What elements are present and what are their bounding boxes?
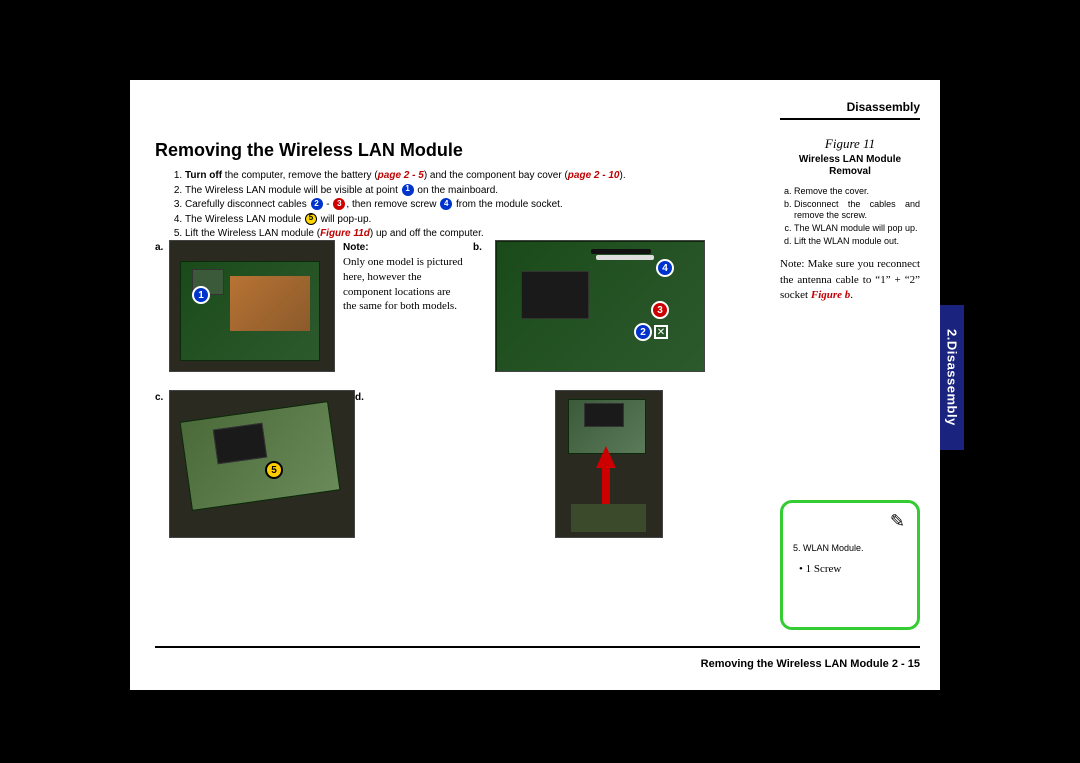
t: ) and the component bay cover (: [424, 170, 568, 181]
side-step-b: Disconnect the cables and remove the scr…: [794, 199, 920, 222]
t: Carefully disconnect cables: [185, 199, 310, 210]
t: .: [850, 289, 853, 301]
side-step-c: The WLAN module will pop up.: [794, 223, 920, 235]
t: will pop-up.: [318, 214, 371, 225]
callout-4-icon: 4: [440, 198, 452, 210]
t: 5.: [793, 543, 801, 553]
callout-5-icon: 5: [305, 213, 317, 225]
photo-label-a: a.: [155, 240, 169, 372]
t: -: [324, 199, 333, 210]
t: Lift the Wireless LAN module (: [185, 228, 320, 239]
screw-count: • 1 Screw: [799, 563, 907, 575]
sidebar-note: Note: Make sure you reconnect the antenn…: [780, 257, 920, 303]
photo-marker-5: 5: [265, 461, 283, 479]
photo-marker-3: 3: [651, 301, 669, 319]
parts-item: 5. WLAN Module.: [793, 543, 907, 553]
pencil-icon: ✎: [890, 511, 905, 532]
side-step-d: Lift the WLAN module out.: [794, 236, 920, 248]
sidebar: Figure 11 Wireless LAN Module Removal Re…: [780, 136, 920, 304]
callout-1-icon: 1: [402, 184, 414, 196]
page-footer: Removing the Wireless LAN Module 2 - 15: [701, 658, 920, 670]
t: the computer, remove the battery (: [222, 170, 378, 181]
note-heading: Note:: [343, 242, 369, 253]
main-content: Removing the Wireless LAN Module Turn of…: [155, 140, 755, 242]
photo-a: 1: [169, 240, 335, 372]
figure-title: Wireless LAN Module Removal: [780, 154, 920, 178]
figure-number: Figure 11: [780, 136, 920, 152]
t: WLAN Module.: [803, 543, 864, 553]
header-rule: [780, 118, 920, 120]
page-ref: page 2 - 5: [378, 170, 424, 181]
figure-ref: Figure 11d: [320, 228, 370, 239]
chapter-tab: 2.Disassembly: [940, 305, 964, 450]
arrow-up-icon: [596, 446, 616, 468]
t: The Wireless LAN module will be visible …: [185, 185, 401, 196]
photo-row-2: c. 5 d.: [155, 390, 765, 538]
photo-b: 4 3 2 ✕: [495, 240, 705, 372]
photo-grid: a. 1 Note: Only one model is pictured he…: [155, 240, 765, 556]
t: , then remove screw: [346, 199, 439, 210]
footer-rule: [155, 646, 920, 648]
side-step-a: Remove the cover.: [794, 186, 920, 198]
note-column: Note: Only one model is pictured here, h…: [335, 240, 473, 372]
page-number: 15: [908, 658, 920, 670]
t: on the mainboard.: [415, 185, 498, 196]
x-icon: ✕: [654, 325, 668, 339]
note-body: Only one model is pictured here, however…: [343, 256, 463, 313]
photo-c: 5: [169, 390, 355, 538]
step-2: The Wireless LAN module will be visible …: [185, 184, 755, 198]
step-5: Lift the Wireless LAN module (Figure 11d…: [185, 227, 755, 241]
figure-ref: Figure b: [811, 289, 850, 301]
t: from the module socket.: [453, 199, 563, 210]
t: ) up and off the computer.: [370, 228, 484, 239]
photo-marker-1: 1: [192, 286, 210, 304]
photo-row-1: a. 1 Note: Only one model is pictured he…: [155, 240, 765, 372]
page-title: Removing the Wireless LAN Module: [155, 140, 755, 161]
t: ).: [620, 170, 626, 181]
photo-label-b: b.: [473, 240, 487, 372]
step-3: Carefully disconnect cables 2 - 3, then …: [185, 198, 755, 212]
bold-turnoff: Turn off: [185, 170, 222, 181]
photo-marker-2: 2: [634, 323, 652, 341]
sidebar-steps: Remove the cover. Disconnect the cables …: [794, 186, 920, 247]
photo-label-c: c.: [155, 390, 169, 538]
parts-box: ✎ 5. WLAN Module. • 1 Screw: [780, 500, 920, 630]
photo-d: [555, 390, 663, 538]
section-header: Disassembly: [847, 100, 920, 114]
callout-3-icon: 3: [333, 198, 345, 210]
instruction-list: Turn off the computer, remove the batter…: [185, 169, 755, 241]
t: The Wireless LAN module: [185, 214, 304, 225]
callout-2-icon: 2: [311, 198, 323, 210]
t: Removing the Wireless LAN Module 2 -: [701, 658, 908, 670]
photo-label-d: d.: [355, 390, 369, 538]
manual-page: Disassembly 2.Disassembly Removing the W…: [130, 80, 940, 690]
step-1: Turn off the computer, remove the batter…: [185, 169, 755, 183]
page-ref: page 2 - 10: [568, 170, 620, 181]
photo-marker-4: 4: [656, 259, 674, 277]
step-4: The Wireless LAN module 5 will pop-up.: [185, 213, 755, 227]
